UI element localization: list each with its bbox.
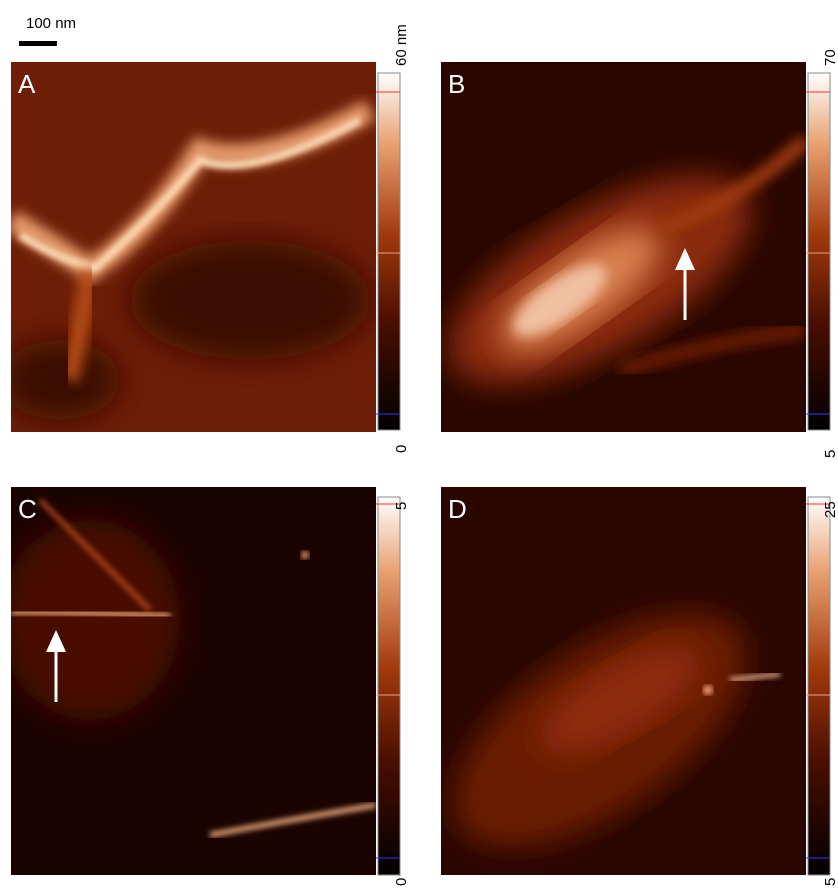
colorbar-min: 0 — [393, 445, 410, 453]
image-d — [441, 487, 806, 875]
image-b — [441, 62, 806, 432]
arrow-head — [46, 630, 66, 652]
colorbar-min: 5 — [822, 878, 838, 886]
image-c — [11, 487, 376, 875]
panel-label: A — [18, 69, 36, 99]
colorbar — [807, 496, 831, 876]
colorbar — [807, 72, 831, 431]
panel-label: C — [18, 494, 37, 524]
panel-label: B — [448, 69, 465, 99]
image-a — [11, 62, 376, 432]
colorbar — [377, 72, 401, 431]
colorbar-min: 0 — [393, 878, 410, 886]
scale-bar — [19, 41, 57, 46]
colorbar — [377, 496, 401, 876]
colorbar-min: 5 — [822, 450, 838, 458]
colorbar-max: 70 — [822, 49, 838, 66]
colorbar-max: 25 — [822, 501, 838, 518]
panel-label: D — [448, 494, 467, 524]
colorbar-max: 60 nm — [393, 24, 410, 66]
colorbar-max: 5 — [393, 502, 410, 510]
scale-bar-label: 100 nm — [26, 15, 76, 32]
arrow-head — [675, 248, 695, 270]
